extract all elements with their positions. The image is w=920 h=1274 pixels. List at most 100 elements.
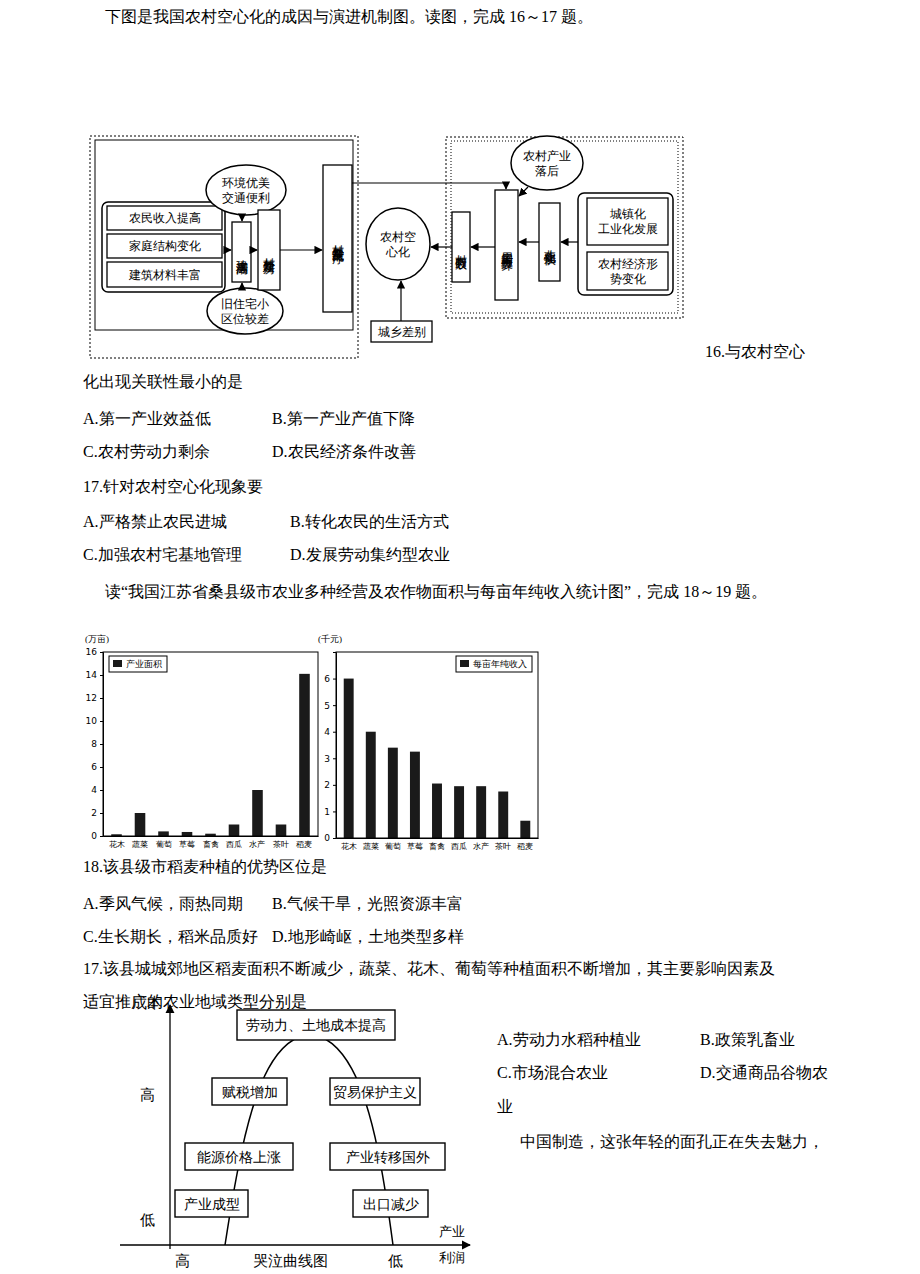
- tick: 葡萄: [385, 838, 401, 851]
- tick: 畜禽: [429, 838, 445, 851]
- question-option: C.市场混合农业: [497, 1064, 608, 1081]
- curve-box-label: 产业成型: [184, 1197, 240, 1212]
- tick-mark: [333, 811, 336, 812]
- tick-mark: [333, 679, 336, 680]
- question-stem: 17.针对农村空心化现象要: [83, 478, 263, 495]
- node-label: 农村经济形: [598, 257, 658, 271]
- question-option: A.季风气候，雨热同期: [83, 895, 243, 912]
- node-label: 村外新房杂乱无序: [331, 235, 345, 265]
- node-box: [539, 203, 560, 281]
- question-stem: 16.与农村空心: [705, 343, 805, 360]
- tick-label: 畜禽: [203, 840, 219, 849]
- curve-box: [330, 1143, 445, 1170]
- curve-box-label: 出口减少: [363, 1197, 419, 1212]
- node-box: [371, 321, 432, 342]
- tick: 0: [324, 833, 336, 843]
- axis-title: 成本: [132, 995, 162, 1011]
- node-label: 区位较差: [221, 312, 269, 326]
- tick-mark: [100, 698, 103, 699]
- tick-label: 葡萄: [385, 842, 401, 851]
- node-box: [587, 252, 668, 290]
- bar: [432, 784, 442, 838]
- node-label: 心化: [385, 245, 410, 259]
- question-option: B.第一产业产值下降: [272, 410, 415, 427]
- legend-box: [109, 656, 167, 672]
- tick: 2: [91, 808, 103, 818]
- tick: 茶叶: [495, 838, 511, 851]
- tick-label: 5: [324, 701, 330, 711]
- curve-box: [237, 1010, 395, 1040]
- bars: [344, 679, 531, 838]
- axis-line: [333, 653, 337, 839]
- tick: 茶叶: [273, 836, 289, 849]
- axis-title: 利润: [439, 1250, 465, 1265]
- question-option: A.严格禁止农民进城: [83, 513, 227, 530]
- node-label: 建房高潮: [235, 250, 249, 275]
- node-label: 村内衰败: [454, 245, 468, 270]
- tick: 2: [324, 780, 336, 790]
- tick-mark: [100, 813, 103, 814]
- tick-label: 花木: [341, 842, 357, 851]
- arrow: [241, 283, 242, 288]
- tick-label: 西瓜: [451, 842, 467, 851]
- tick-label: 葡萄: [156, 840, 172, 849]
- tick-label: 草莓: [407, 842, 423, 851]
- question-stem: 17.该县城城郊地区稻麦面积不断减少，蔬菜、花木、葡萄等种植面积不断增加，其主要…: [83, 960, 775, 977]
- node-label: 交通便利: [222, 191, 270, 205]
- bar: [344, 679, 354, 838]
- legend-label: 每亩年纯收入: [473, 659, 527, 669]
- tick-label: 水产: [249, 840, 265, 849]
- node-label: 城乡差别: [377, 325, 426, 339]
- node-label: 农村产业: [523, 149, 571, 163]
- bar: [388, 748, 398, 838]
- bar: [366, 732, 376, 838]
- bar: [454, 786, 464, 838]
- axis-end-label: 高: [175, 1253, 190, 1269]
- tick: 0: [91, 831, 103, 841]
- node-label: 落后: [535, 164, 559, 178]
- arrow: [400, 281, 401, 321]
- tick-label: 畜禽: [429, 842, 445, 851]
- tick-label: 西瓜: [226, 840, 242, 849]
- tick-label: 水产: [473, 842, 489, 851]
- tick: 稻麦: [296, 836, 312, 849]
- node-ellipse: [511, 136, 583, 190]
- node-label: 家庭结构变化: [129, 239, 201, 253]
- tick: 3: [324, 754, 336, 764]
- group-box: [102, 202, 225, 292]
- tick-mark: [100, 744, 103, 745]
- curve-box: [185, 1143, 293, 1170]
- plot-frame: [103, 652, 318, 836]
- bar: [299, 674, 310, 836]
- curve-box: [330, 1078, 420, 1105]
- frame: [446, 137, 683, 318]
- page: 下图是我国农村空心化的成因与演进机制图。读图，完成 16～17 题。农民收入提高…: [0, 0, 920, 1274]
- axis-end-label: 低: [388, 1253, 403, 1269]
- tick-mark: [100, 652, 103, 653]
- tick: 花木: [109, 836, 125, 849]
- tick: 10: [86, 716, 103, 726]
- node-label: 势变化: [610, 272, 646, 286]
- bar: [410, 752, 420, 838]
- axis-title: (万亩): [85, 634, 109, 644]
- tick-label: 1: [324, 807, 330, 817]
- tick: 花木: [341, 838, 357, 851]
- node-label: 环境优美: [222, 176, 270, 190]
- question-stem: 适宜推广的农业地域类型分别是: [83, 993, 307, 1010]
- question-option: D.发展劳动集约型农业: [290, 546, 450, 563]
- tick-label: 2: [324, 780, 330, 790]
- legend: 每亩年纯收入: [456, 656, 532, 672]
- arrow: [352, 183, 506, 189]
- bar: [135, 813, 146, 836]
- axis-line: [337, 838, 539, 839]
- tick-label: 14: [86, 670, 98, 680]
- bar: [276, 825, 287, 837]
- frame: [95, 140, 353, 330]
- question-option: B.政策乳畜业: [700, 1031, 795, 1048]
- curve-box-label: 赋税增加: [222, 1085, 278, 1100]
- arrow: [519, 241, 539, 242]
- question-option: D.地形崎岖，土地类型多样: [272, 928, 464, 945]
- tick-label: 0: [324, 833, 330, 843]
- question-option: C.加强农村宅基地管理: [83, 546, 242, 563]
- axis-line: [100, 653, 104, 837]
